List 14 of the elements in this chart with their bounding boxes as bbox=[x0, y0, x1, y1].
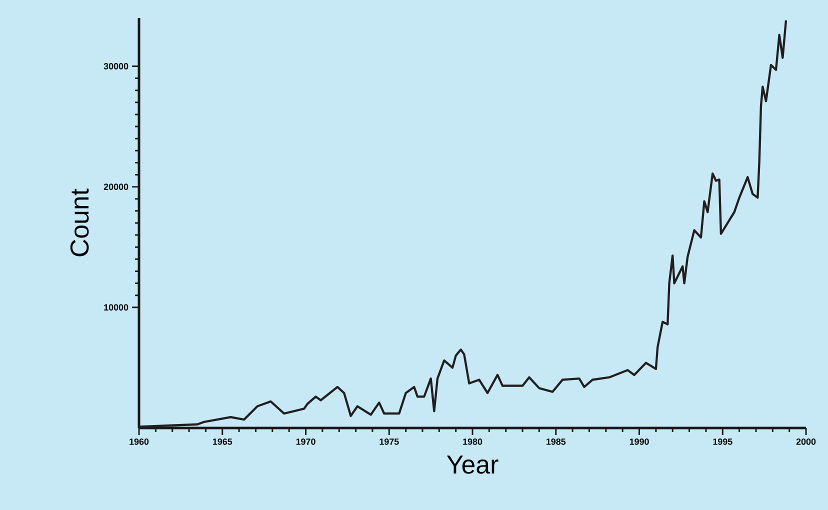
x-tick-label: 1965 bbox=[212, 438, 232, 445]
x-tick-label: 1975 bbox=[380, 438, 399, 445]
x-tick-label: 1970 bbox=[296, 438, 316, 445]
x-tick-label: 2000 bbox=[796, 438, 816, 445]
x-tick-label: 1960 bbox=[130, 438, 149, 445]
x-tick-label: 1990 bbox=[630, 438, 649, 445]
x-tick-label: 1985 bbox=[546, 438, 566, 445]
x-tick-label: 1980 bbox=[463, 438, 482, 445]
y-tick-label: 30000 bbox=[104, 63, 128, 70]
y-tick-label: 20000 bbox=[104, 184, 128, 190]
y-axis-title: Count bbox=[70, 188, 89, 256]
x-tick-label: 1995 bbox=[713, 438, 732, 445]
x-axis-title: Year bbox=[446, 456, 498, 474]
y-tick-label: 10000 bbox=[104, 304, 128, 311]
